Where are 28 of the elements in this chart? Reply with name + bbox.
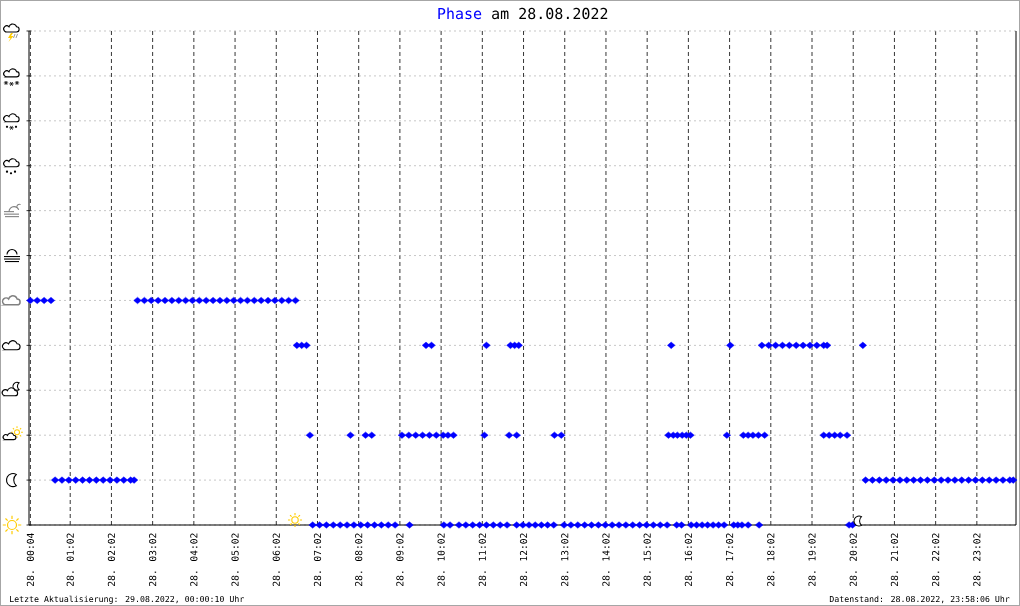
x-tick-label: 28. 10:02 [437, 533, 445, 586]
text: Datenstand: 28.08.2022, 23:58:06 Uhr [829, 595, 1010, 604]
x-tick-label: 28. 08:02 [355, 533, 363, 586]
x-tick-label: 28. 00:04 [26, 533, 35, 586]
x-tick-label: 28. 16:02 [684, 533, 693, 586]
x-tick-label: 28. 12:02 [519, 533, 528, 586]
x-tick-label: 28. 01:02 [66, 533, 74, 586]
x-tick-label: 28. 03:02 [149, 533, 157, 586]
x-tick-label: 28. 14:02 [602, 533, 610, 586]
x-tick-label: 28. 07:02 [313, 533, 322, 586]
x-tick-label: 28. 13:02 [561, 533, 569, 586]
x-tick-label: 28. 04:02 [190, 533, 198, 586]
x-tick-label: 28. 11:02 [478, 533, 486, 586]
text: Letzte Aktualisierung: 29.08.2022, 00:00:10 Uhr [10, 595, 244, 604]
x-tick-label: 28. 20:02 [849, 533, 857, 586]
x-tick-label: 28. 15:02 [643, 533, 651, 586]
x-tick-label: 28. 23:02 [973, 533, 981, 586]
x-tick-label: 28. 02:02 [107, 533, 116, 586]
x-tick-label: 28. 18:02 [767, 533, 775, 586]
x-tick-label: 28. 05:02 [231, 533, 239, 586]
x-tick-label: 28. 09:02 [396, 533, 404, 586]
text: Phase [438, 7, 482, 20]
chart-title: am 28.08.2022 [492, 7, 608, 20]
x-tick-label: 28. 17:02 [725, 533, 734, 586]
x-tick-label: 28. 06:02 [272, 533, 280, 586]
x-tick-label: 28. 22:02 [932, 533, 940, 586]
x-tick-label: 28. 21:02 [890, 533, 899, 586]
x-tick-label: 28. 19:02 [808, 533, 816, 586]
